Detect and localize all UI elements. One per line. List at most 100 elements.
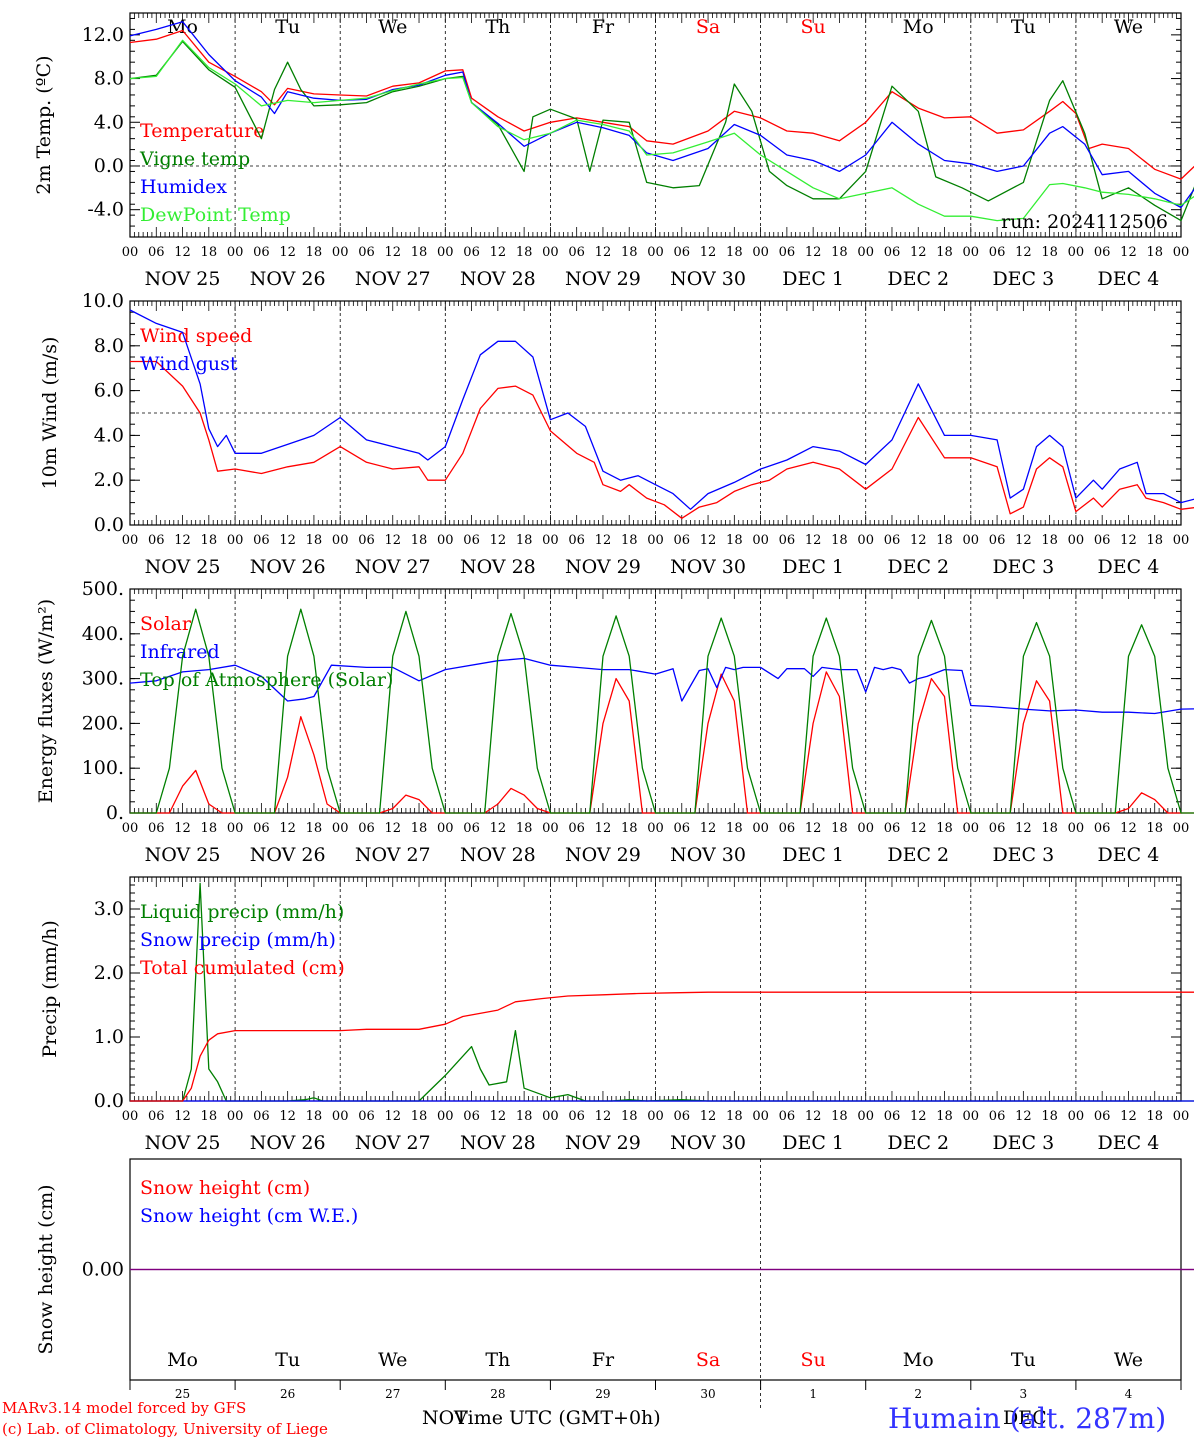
x-hour-label: 06 — [253, 821, 270, 836]
x-hour-label: 12 — [595, 1109, 612, 1124]
x-hour-label: 00 — [542, 821, 559, 836]
x-hour-label: 06 — [568, 533, 585, 548]
x-hour-label: 06 — [989, 245, 1006, 260]
x-hour-label: 12 — [1015, 1109, 1032, 1124]
x-hour-label: 00 — [1068, 1109, 1085, 1124]
x-date-label: DEC 4 — [1098, 556, 1160, 578]
x-hour-label: 12 — [384, 821, 401, 836]
day-name-label: Mo — [903, 16, 934, 38]
x-date-label: NOV 28 — [460, 556, 536, 578]
x-date-label: NOV 28 — [460, 1132, 536, 1154]
day-name-label: We — [1114, 16, 1143, 38]
x-hour-label: 06 — [1094, 1109, 1111, 1124]
x-hour-label: 00 — [542, 1109, 559, 1124]
footer-model-line: MARv3.14 model forced by GFS — [2, 1399, 246, 1417]
y-tick-label: 0.0 — [94, 514, 124, 536]
series-line-humidex — [129, 21, 1194, 209]
x-hour-label: 06 — [1094, 533, 1111, 548]
x-hour-label: 06 — [463, 821, 480, 836]
x-hour-label: 06 — [148, 1109, 165, 1124]
x-date-label: DEC 4 — [1098, 268, 1160, 290]
x-hour-label: 00 — [647, 533, 664, 548]
x-hour-label: 18 — [411, 1109, 428, 1124]
x-hour-label: 06 — [568, 1109, 585, 1124]
x-date-label: NOV 25 — [145, 556, 221, 578]
x-hour-label: 00 — [647, 821, 664, 836]
series-line-total-cumulated-cm- — [130, 991, 1194, 1102]
x-hour-label: 00 — [647, 245, 664, 260]
x-hour-label: 18 — [516, 821, 533, 836]
x-hour-label: 00 — [227, 1109, 244, 1124]
x-hour-label: 12 — [1120, 245, 1137, 260]
x-hour-label: 00 — [227, 533, 244, 548]
x-hour-label: 18 — [411, 533, 428, 548]
meteogram-panels: 12.08.04.00.0-4.000 06 12 18 00 06 12 18 00 06 12 1… — [33, 12, 1194, 1408]
y-tick-label: 8.0 — [94, 68, 124, 90]
chart-snow: 0.00 25 26 27 28 29 30 1 2 3 4 Mo Tu We Th Fr Sa Su Mo Tu We… — [35, 1158, 1194, 1408]
x-hour-label: 00 — [1068, 245, 1085, 260]
x-hour-label: 00 — [1173, 245, 1190, 260]
x-hour-label: 00 — [122, 821, 139, 836]
x-hour-label: 18 — [411, 245, 428, 260]
x-hour-label: 18 — [726, 533, 743, 548]
x-date-label: DEC 2 — [887, 1132, 949, 1154]
x-hour-label: 18 — [726, 245, 743, 260]
y-tick-label: 10.0 — [82, 290, 124, 312]
day-name-label: We — [378, 16, 407, 38]
y-axis-label: 10m Wind (m/s) — [39, 337, 61, 490]
x-hour-label: 18 — [831, 533, 848, 548]
x-hour-label: 12 — [490, 821, 507, 836]
x-hour-label: 18 — [1041, 533, 1058, 548]
x-hour-label: 18 — [621, 245, 638, 260]
y-tick-label: 3.0 — [94, 898, 124, 920]
legend-entry: Snow height (cm) — [140, 1177, 310, 1199]
x-hour-label: 18 — [411, 821, 428, 836]
x-hour-label: 00 — [122, 1109, 139, 1124]
x-hour-label: 18 — [621, 1109, 638, 1124]
x-hour-label: 18 — [1041, 245, 1058, 260]
x-date-label: DEC 4 — [1098, 844, 1160, 866]
x-date-label: DEC 1 — [782, 844, 844, 866]
x-hour-label: 12 — [174, 1109, 191, 1124]
legend-entry: Humidex — [140, 176, 227, 198]
y-axis-label: Snow height (cm) — [35, 1184, 57, 1354]
x-axis-month-left: NOV — [422, 1407, 468, 1429]
x-hour-label: 12 — [1120, 821, 1137, 836]
x-hour-label: 00 — [1068, 821, 1085, 836]
x-hour-label: 12 — [174, 533, 191, 548]
x-hour-label: 12 — [805, 533, 822, 548]
x-hour-label: 00 — [963, 533, 980, 548]
x-hour-label: 06 — [884, 1109, 901, 1124]
x-hour-label: 06 — [568, 821, 585, 836]
x-hour-label: 18 — [306, 533, 323, 548]
x-hour-label: 12 — [805, 245, 822, 260]
x-hour-label: 12 — [384, 245, 401, 260]
day-name-label: Sa — [696, 16, 720, 38]
x-hour-label: 12 — [490, 245, 507, 260]
y-tick-label: 500. — [82, 578, 124, 600]
x-date-label: NOV 29 — [565, 1132, 641, 1154]
x-hour-label: 18 — [201, 1109, 218, 1124]
chart-wind: 10.08.06.04.02.00.000 06 12 18 00 06 12 18 00 06 1… — [39, 290, 1194, 578]
y-tick-label: 400. — [82, 623, 124, 645]
day-name-label: We — [1114, 1349, 1143, 1371]
x-date-label: NOV 30 — [670, 268, 746, 290]
legend-entry: Infrared — [140, 641, 220, 663]
x-hour-label: 06 — [884, 821, 901, 836]
day-name-label: Tu — [1011, 1349, 1036, 1371]
day-name-label: Mo — [903, 1349, 934, 1371]
x-hour-label: 00 — [963, 821, 980, 836]
x-hour-label: 06 — [779, 821, 796, 836]
x-day-number: 4 — [1125, 1387, 1133, 1401]
x-date-label: NOV 30 — [670, 1132, 746, 1154]
y-axis-label: Energy fluxes (W/m²) — [35, 599, 57, 803]
x-hour-label: 06 — [779, 533, 796, 548]
x-date-label: NOV 26 — [250, 556, 326, 578]
day-name-label: Fr — [592, 16, 615, 38]
x-hour-label: 18 — [936, 533, 953, 548]
run-label: run: 2024112506 — [1001, 211, 1168, 233]
x-hour-label: 12 — [384, 533, 401, 548]
legend-entry: Vigne temp — [139, 148, 250, 170]
x-date-label: NOV 30 — [670, 844, 746, 866]
